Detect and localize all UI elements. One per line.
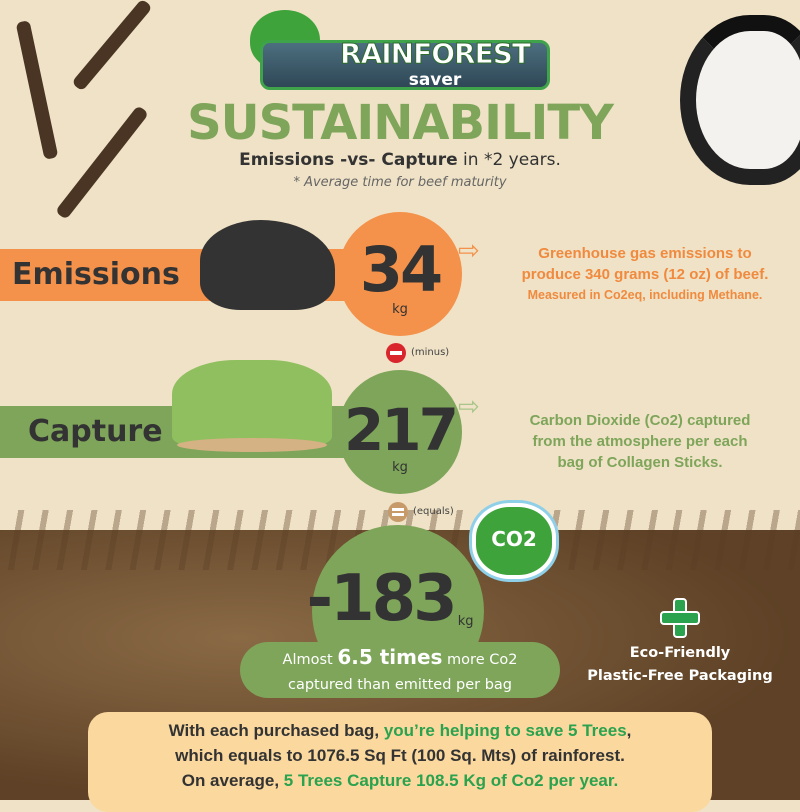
- plastic-free-label: Plastic-Free Packaging: [587, 668, 773, 684]
- result-text-bold: 6.5 times: [337, 645, 443, 669]
- capture-unit: kg: [392, 460, 408, 475]
- cow-icon: [200, 220, 335, 310]
- minus-label: (minus): [411, 347, 450, 358]
- logo-subtitle: saver: [408, 70, 462, 90]
- logo: [260, 40, 550, 90]
- forest-icon: [172, 360, 332, 445]
- emissions-desc: Greenhouse gas emissions to: [538, 245, 752, 262]
- logo-title: RAINFOREST: [340, 37, 532, 70]
- result-text: more Co2: [442, 652, 518, 668]
- eco-friendly-label: Eco-Friendly: [629, 645, 731, 661]
- emissions-circle: 34 kg: [338, 212, 462, 336]
- result-value: -183: [306, 562, 458, 636]
- bottom-text: On average,: [181, 771, 284, 790]
- minus-icon: [386, 343, 406, 363]
- collagen-stick-image: [71, 0, 153, 92]
- capture-circle: 217 kg: [338, 370, 462, 494]
- capture-desc: from the atmosphere per each: [532, 433, 748, 450]
- subtitle: Emissions -vs- Capture in *2 years.: [0, 150, 800, 171]
- bottom-text: With each purchased bag,: [168, 721, 384, 740]
- arrow-right-icon: ⇨: [458, 236, 480, 266]
- bottom-text: which equals to 1076.5 Sq Ft (100 Sq. Mt…: [175, 746, 625, 765]
- capture-desc: Carbon Dioxide (Co2) captured: [529, 412, 751, 429]
- co2-badge-text: CO2: [491, 527, 537, 551]
- result-text: Almost: [282, 652, 338, 668]
- capture-value: 217: [343, 396, 459, 464]
- emissions-desc: produce 340 grams (12 oz) of beef.: [521, 266, 769, 283]
- emissions-value: 34: [359, 233, 443, 306]
- bottom-info-box: With each purchased bag, you’re helping …: [88, 712, 712, 812]
- bottom-text-highlight: 5 Trees Capture 108.5 Kg of Co2 per year…: [283, 771, 619, 790]
- page-title: SUSTAINABILITY: [187, 95, 614, 151]
- result-pill: Almost 6.5 times more Co2 captured than …: [240, 642, 560, 698]
- co2-badge-icon: CO2: [472, 503, 556, 579]
- emissions-unit: kg: [392, 302, 408, 317]
- capture-label: Capture: [28, 414, 163, 449]
- result-text-line2: captured than emitted per bag: [287, 677, 513, 693]
- capture-desc: bag of Collagen Sticks.: [557, 454, 723, 471]
- arrow-right-icon: ⇨: [458, 392, 480, 422]
- bottom-text-highlight: you’re helping to save 5 Trees: [383, 721, 627, 740]
- plus-cross-icon: [660, 598, 700, 638]
- equals-label: (equals): [413, 506, 454, 517]
- subtitle-rest: in *2 years.: [457, 150, 561, 170]
- result-figure: -183 kg: [250, 564, 530, 632]
- footnote: * Average time for beef maturity: [293, 175, 507, 190]
- bottom-text: ,: [626, 721, 632, 740]
- equals-icon: [388, 502, 408, 522]
- subtitle-bold: Emissions -vs- Capture: [239, 150, 458, 170]
- emissions-label: Emissions: [12, 257, 180, 292]
- result-unit: kg: [457, 614, 474, 629]
- emissions-desc-note: Measured in Co2eq, including Methane.: [527, 288, 763, 302]
- forest-ground: [177, 438, 327, 452]
